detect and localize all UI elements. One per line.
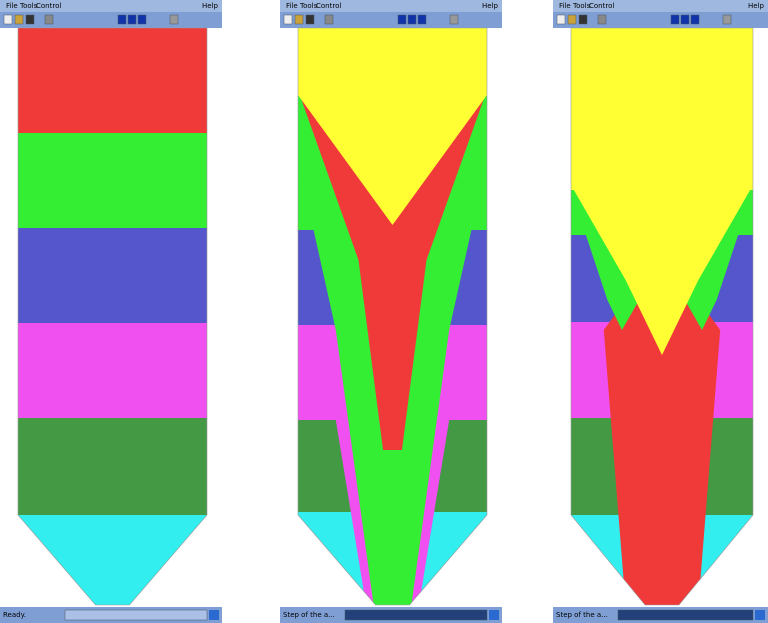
menu-item[interactable]: Control	[589, 2, 614, 10]
toolbar-button[interactable]	[118, 15, 126, 24]
toolbar-button[interactable]	[15, 15, 23, 24]
resize-grip	[755, 610, 765, 620]
toolbar-button[interactable]	[138, 15, 146, 24]
menu-item[interactable]: Tools	[299, 2, 318, 10]
particle-band	[18, 133, 207, 228]
toolbar-button[interactable]	[557, 15, 565, 24]
status-text: Step of the a...	[556, 611, 608, 619]
menu-item[interactable]: File	[559, 2, 571, 10]
menu-item[interactable]: Tools	[19, 2, 38, 10]
menu-item[interactable]: Help	[202, 2, 219, 10]
toolbar-button[interactable]	[691, 15, 699, 24]
particle-band	[18, 515, 207, 605]
screenshot: FileToolsControlHelpReady.FileToolsContr…	[0, 0, 768, 623]
particle-field	[298, 28, 487, 605]
toolbar-button[interactable]	[408, 15, 416, 24]
toolbar-button[interactable]	[598, 15, 606, 24]
toolbar-button[interactable]	[295, 15, 303, 24]
toolbar-button[interactable]	[26, 15, 34, 24]
toolbar-button[interactable]	[671, 15, 679, 24]
toolbar-button[interactable]	[325, 15, 333, 24]
progress-bar	[65, 610, 207, 620]
particle-band	[18, 228, 207, 323]
toolbar-button[interactable]	[306, 15, 314, 24]
toolbar-button[interactable]	[170, 15, 178, 24]
toolbar-button[interactable]	[398, 15, 406, 24]
menu-item[interactable]: Tools	[572, 2, 591, 10]
resize-grip	[489, 610, 499, 620]
menu-item[interactable]: Help	[748, 2, 765, 10]
toolbar-button[interactable]	[45, 15, 53, 24]
menu-item[interactable]: File	[6, 2, 18, 10]
progress-bar	[618, 610, 753, 620]
toolbar-button[interactable]	[579, 15, 587, 24]
toolbar-button[interactable]	[568, 15, 576, 24]
toolbar-button[interactable]	[681, 15, 689, 24]
particle-band	[18, 28, 207, 133]
toolbar-button[interactable]	[418, 15, 426, 24]
particle-field	[18, 28, 207, 605]
toolbar-button[interactable]	[450, 15, 458, 24]
particle-band	[18, 323, 207, 418]
resize-grip	[209, 610, 219, 620]
toolbar-button[interactable]	[284, 15, 292, 24]
progress-bar	[345, 610, 487, 620]
status-text: Ready.	[3, 611, 26, 619]
particle-band	[18, 418, 207, 515]
toolbar-button[interactable]	[4, 15, 12, 24]
menu-item[interactable]: Control	[316, 2, 341, 10]
menu-item[interactable]: File	[286, 2, 298, 10]
menu-item[interactable]: Help	[482, 2, 499, 10]
particle-field	[571, 28, 753, 605]
status-text: Step of the a...	[283, 611, 335, 619]
menu-item[interactable]: Control	[36, 2, 61, 10]
toolbar-button[interactable]	[128, 15, 136, 24]
toolbar-button[interactable]	[723, 15, 731, 24]
